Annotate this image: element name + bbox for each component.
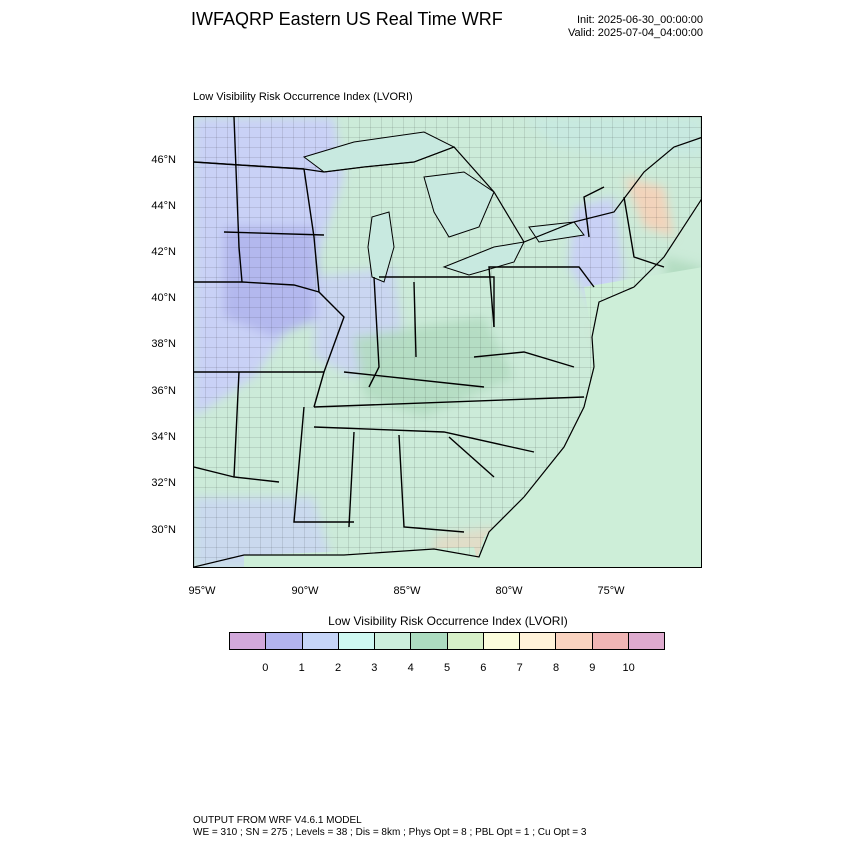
state-boundaries bbox=[194, 117, 665, 533]
colorbar-swatch bbox=[266, 633, 303, 649]
colorbar-tick-label: 8 bbox=[552, 662, 560, 674]
colorbar bbox=[229, 632, 665, 650]
lat-label: 44°N bbox=[151, 200, 176, 212]
lat-label: 36°N bbox=[151, 385, 176, 397]
lat-label: 34°N bbox=[151, 431, 176, 443]
coastline bbox=[194, 198, 701, 567]
colorbar-tick-label: 10 bbox=[622, 662, 635, 674]
colorbar-swatch bbox=[556, 633, 593, 649]
lon-label: 90°W bbox=[291, 585, 319, 597]
lake-erie bbox=[442, 241, 525, 276]
lat-label: 42°N bbox=[151, 246, 176, 258]
colorbar-tick-label: 3 bbox=[371, 662, 378, 674]
colorbar-swatch bbox=[230, 633, 267, 649]
colorbar-tick-label: 1 bbox=[298, 662, 305, 674]
lat-label: 32°N bbox=[151, 477, 176, 489]
colorbar-tick-label: 2 bbox=[334, 662, 342, 674]
colorbar-tick-label: 9 bbox=[589, 662, 596, 674]
lon-label: 75°W bbox=[597, 585, 625, 597]
colorbar-swatch bbox=[592, 633, 629, 649]
lat-label: 30°N bbox=[151, 524, 176, 536]
gulf-of-mexico bbox=[244, 547, 479, 567]
colorbar-swatch bbox=[628, 633, 664, 649]
run-info: Init: 2025-06-30_00:00:00 Valid: 2025-07… bbox=[520, 14, 703, 40]
map-canvas bbox=[194, 117, 701, 567]
valid-time: Valid: 2025-07-04_04:00:00 bbox=[568, 27, 703, 39]
colorbar-ticks: 0 1 2 3 4 5 6 7 8 9 10 bbox=[229, 662, 665, 676]
lon-label: 80°W bbox=[495, 585, 523, 597]
colorbar-tick-label: 5 bbox=[443, 662, 451, 674]
atlantic-ocean bbox=[474, 267, 701, 567]
lon-label: 85°W bbox=[393, 585, 421, 597]
lake-michigan bbox=[367, 211, 395, 283]
colorbar-tick-label: 6 bbox=[480, 662, 487, 674]
lat-label: 46°N bbox=[151, 154, 176, 166]
main-title: IWFAQRP Eastern US Real Time WRF bbox=[191, 9, 503, 29]
lat-label: 40°N bbox=[151, 292, 176, 304]
model-footer: OUTPUT FROM WRF V4.6.1 MODEL WE = 310 ; … bbox=[193, 815, 586, 839]
colorbar-swatch bbox=[302, 633, 339, 649]
lat-label: 38°N bbox=[151, 338, 176, 350]
footer-line-config: WE = 310 ; SN = 275 ; Levels = 38 ; Dis … bbox=[193, 827, 587, 838]
colorbar-swatch bbox=[483, 633, 520, 649]
latitude-axis: 46°N 44°N 42°N 40°N 38°N 36°N 34°N 32°N … bbox=[120, 116, 176, 576]
colorbar-tick-label: 4 bbox=[407, 662, 414, 674]
colorbar-swatch bbox=[447, 633, 484, 649]
colorbar-tick-label: 0 bbox=[262, 662, 269, 674]
great-lakes bbox=[302, 131, 585, 283]
footer-line-model: OUTPUT FROM WRF V4.6.1 MODEL bbox=[193, 815, 362, 826]
init-time: Init: 2025-06-30_00:00:00 bbox=[577, 14, 703, 26]
colorbar-tick-label: 7 bbox=[516, 662, 523, 674]
lake-huron bbox=[423, 171, 495, 238]
longitude-axis: 95°W 90°W 85°W 80°W 75°W bbox=[188, 585, 702, 601]
colorbar-swatch bbox=[338, 633, 375, 649]
colorbar-swatch bbox=[411, 633, 448, 649]
map-frame bbox=[193, 116, 702, 568]
colorbar-swatch bbox=[375, 633, 412, 649]
legend-title: Low Visibility Risk Occurrence Index (LV… bbox=[328, 614, 568, 628]
colorbar-swatch bbox=[520, 633, 557, 649]
lon-label: 95°W bbox=[188, 585, 216, 597]
map-subtitle: Low Visibility Risk Occurrence Index (LV… bbox=[193, 91, 413, 103]
international-border bbox=[194, 137, 701, 243]
